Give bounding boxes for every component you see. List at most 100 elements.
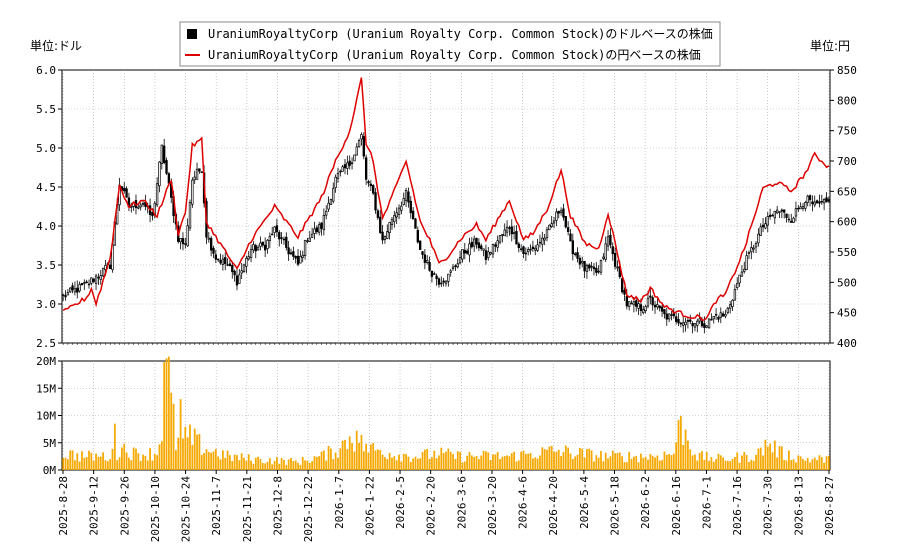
candle-body xyxy=(404,190,408,201)
candle-body xyxy=(620,278,624,293)
volume-bar xyxy=(353,451,356,470)
volume-bar xyxy=(644,456,647,470)
volume-bar xyxy=(306,460,309,470)
volume-bar xyxy=(203,453,205,470)
candle-body xyxy=(658,305,661,309)
volume-bar xyxy=(358,443,360,470)
legend-box xyxy=(179,21,721,67)
candle-body xyxy=(736,283,739,288)
volume-bar xyxy=(799,456,802,470)
volume-bar xyxy=(252,463,255,470)
volume-bar xyxy=(116,460,119,470)
volume-bar xyxy=(736,452,739,470)
candle-body xyxy=(585,264,589,272)
volume-bar xyxy=(637,462,640,470)
candle-body xyxy=(562,208,565,218)
candle-body xyxy=(686,319,690,322)
volume-bar xyxy=(219,459,222,470)
volume-bar xyxy=(555,451,558,470)
volume-bar xyxy=(369,444,372,470)
candle-body xyxy=(747,252,751,254)
volume-bar xyxy=(447,448,450,470)
candle-body xyxy=(794,208,798,217)
volume-bar xyxy=(111,448,114,470)
candle-body xyxy=(555,211,558,221)
candle-body xyxy=(130,206,133,208)
x-tick-label: 2026-6-2 xyxy=(639,476,652,529)
candle-body xyxy=(296,255,300,265)
volume-bar xyxy=(88,450,90,470)
volume-bar xyxy=(414,456,417,470)
volume-bar xyxy=(210,452,213,470)
volume-bar xyxy=(151,460,154,470)
candle-body xyxy=(806,195,809,203)
volume-bar xyxy=(459,451,461,470)
volume-bar xyxy=(344,439,346,470)
candle-body xyxy=(616,266,619,269)
candle-body xyxy=(315,227,318,233)
candle-body xyxy=(515,230,518,245)
candle-body xyxy=(487,251,490,258)
volume-bar xyxy=(236,455,238,470)
volume-bar xyxy=(287,459,290,470)
candle-body xyxy=(191,179,194,205)
volume-bar xyxy=(379,450,382,470)
candle-body xyxy=(435,275,438,280)
candle-body xyxy=(294,256,297,259)
volume-bar xyxy=(520,451,523,470)
volume-bar xyxy=(581,448,584,470)
candle-body xyxy=(611,246,614,255)
volume-bar xyxy=(792,459,795,470)
volume-bar xyxy=(722,457,725,470)
volume-bar xyxy=(250,460,252,470)
candle-body xyxy=(388,221,391,233)
candle-body xyxy=(559,210,563,213)
candle-body xyxy=(108,264,112,269)
candle-body xyxy=(574,253,577,255)
candle-body xyxy=(510,226,513,235)
x-tick-label: 2025-10-10 xyxy=(149,476,162,542)
volume-bar xyxy=(442,453,445,470)
candle-body xyxy=(451,266,455,269)
volume-bar xyxy=(109,459,112,470)
candle-body xyxy=(667,313,671,320)
x-tick-label: 2025-11-21 xyxy=(241,476,254,542)
candle-body xyxy=(355,146,358,156)
candle-body xyxy=(357,140,361,148)
candle-body xyxy=(501,234,504,236)
candle-body xyxy=(665,313,668,320)
volume-bar xyxy=(543,449,546,470)
volume-bar xyxy=(313,456,316,470)
volume-bar xyxy=(315,456,318,470)
x-tick-label: 2026-7-16 xyxy=(731,476,744,536)
volume-bar xyxy=(611,450,614,470)
candle-body xyxy=(374,192,377,211)
candle-body xyxy=(745,255,748,270)
candle-body xyxy=(353,154,356,162)
candle-body xyxy=(329,199,333,205)
x-tick-label: 2026-2-20 xyxy=(425,476,438,536)
candle-body xyxy=(64,295,67,298)
volume-bar xyxy=(675,442,678,470)
volume-bar xyxy=(456,451,459,470)
volume-bar xyxy=(813,457,816,470)
candle-body xyxy=(705,325,708,328)
candle-body xyxy=(538,241,542,244)
candle-body xyxy=(505,226,509,233)
volume-bar xyxy=(402,453,405,470)
candle-body xyxy=(209,238,213,251)
candle-body xyxy=(750,247,753,253)
candle-body xyxy=(550,223,553,227)
x-tick-label: 2026-5-18 xyxy=(609,476,622,536)
axes: 2.5 3.0 3.5 4.0 4.5 5.0 5.5 6.0 400 450 500 550 600 6… xyxy=(36,64,857,542)
volume-bar xyxy=(788,450,790,470)
candle-body xyxy=(275,225,279,233)
candle-body xyxy=(689,319,692,322)
volume-bar xyxy=(766,446,769,470)
candle-body xyxy=(247,256,250,260)
candle-body xyxy=(635,300,638,307)
volume-bar xyxy=(297,462,299,470)
candle-body xyxy=(578,257,582,265)
candle-body xyxy=(639,304,643,312)
volume-bar xyxy=(640,453,642,470)
